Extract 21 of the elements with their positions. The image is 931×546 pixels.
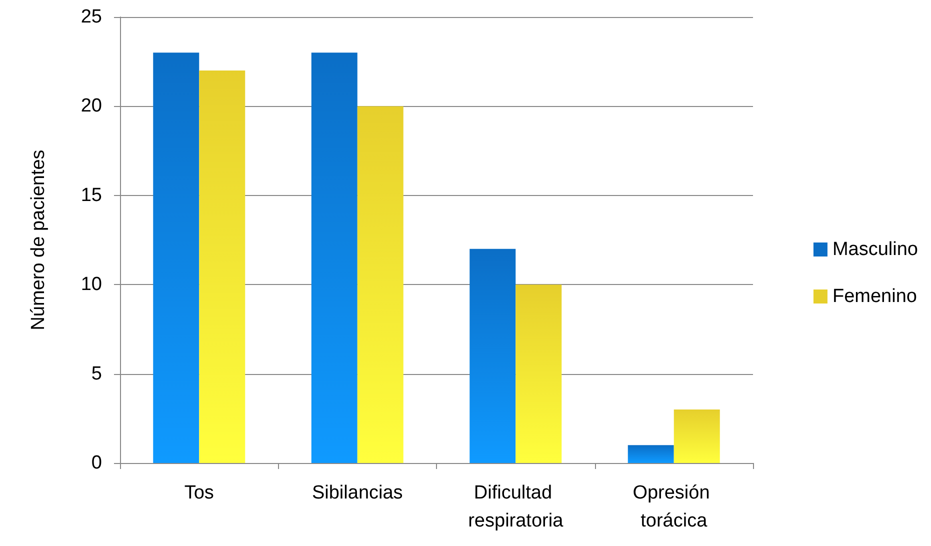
- bar: [516, 284, 562, 463]
- y-axis-title: Número de pacientes: [28, 150, 49, 330]
- bar: [153, 52, 200, 463]
- bar: [674, 409, 720, 463]
- y-tick-label: 25: [80, 6, 102, 28]
- x-tick-label: Opresión torácica: [632, 482, 716, 532]
- y-tick-label: 5: [91, 363, 102, 384]
- bar: [357, 106, 404, 463]
- x-tick-label: Dificultad respiratoria: [468, 482, 564, 532]
- bar: [311, 52, 358, 463]
- y-tick-label: 10: [80, 274, 102, 296]
- legend-label: Femenino: [832, 286, 917, 307]
- y-tick-label: 0: [91, 452, 102, 474]
- bar: [628, 445, 674, 463]
- bar: [199, 70, 246, 463]
- legend-label: Masculino: [832, 239, 918, 260]
- bar: [470, 248, 516, 463]
- y-tick-label: 15: [80, 184, 102, 206]
- y-tick-label: 20: [80, 96, 102, 117]
- x-tick-label: Sibilancias: [312, 482, 403, 504]
- x-tick-label: Tos: [184, 482, 214, 504]
